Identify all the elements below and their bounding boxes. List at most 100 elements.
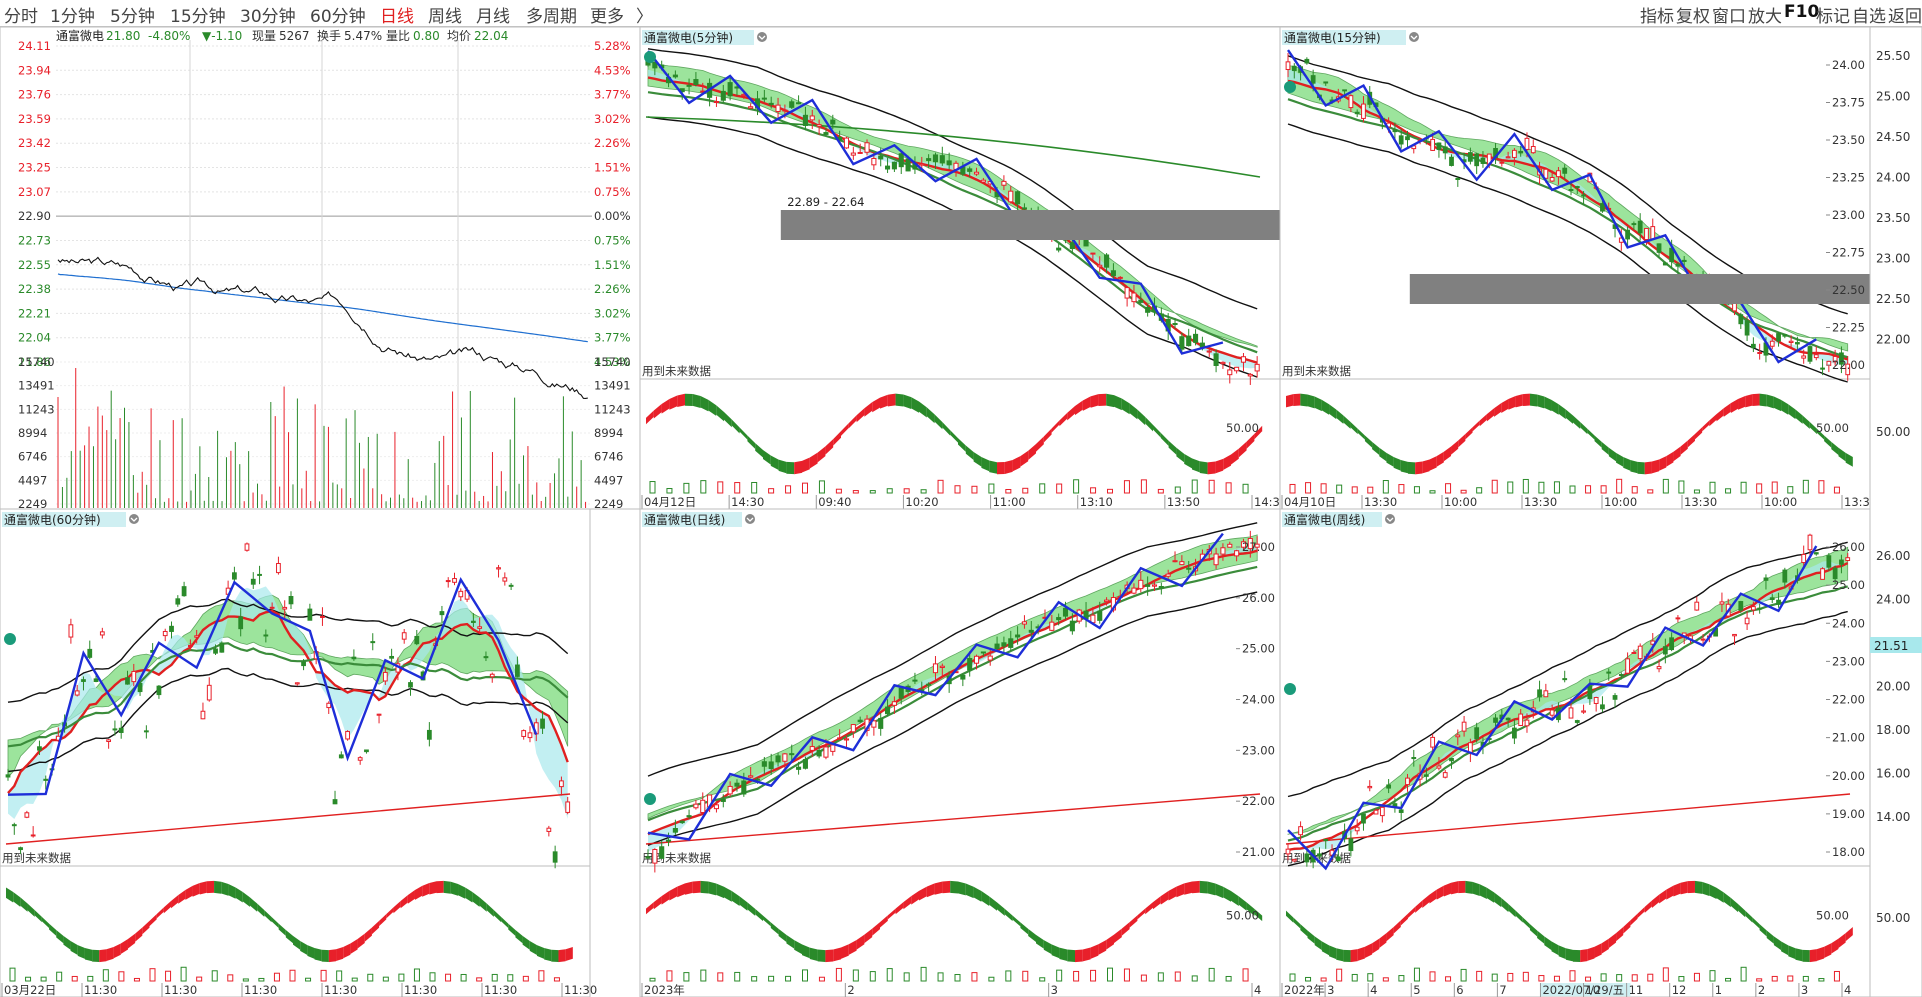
osc-ribbon-seg [1254,425,1263,440]
osc-bar [1413,967,1420,982]
y-tick: 23.25 [1832,171,1865,185]
osc-ribbon-seg [1788,404,1796,420]
candle-body [1845,363,1851,376]
toolbar-back-button[interactable]: 返回 [1888,7,1922,27]
osc-ribbon-seg [833,947,841,962]
period-tab-9[interactable]: 多周期 [526,7,577,27]
osc-bar [227,974,234,982]
intraday-change-pct: -4.80% [148,29,190,43]
candle-body [1662,262,1668,266]
osc-bar [1553,481,1560,494]
candle-body [679,820,685,824]
candle-body [1131,292,1137,303]
osc-bar [818,976,825,982]
candle-body [1562,167,1568,174]
chevron-down-icon[interactable] [129,514,139,524]
period-tab-5[interactable]: 60分钟 [310,7,366,27]
osc-ribbon-seg [856,934,865,950]
candle-body [106,739,112,742]
candle-body [1028,629,1034,633]
toolbar-zoom-button[interactable]: 放大 [1748,7,1782,27]
osc-bar [937,479,944,494]
turnover-label: 换手 [317,29,341,43]
candle-body [837,737,843,740]
toolbar-adjust-button[interactable]: 复权 [1676,7,1710,27]
period-tab-1[interactable]: 1分钟 [50,7,95,27]
period-tab-0[interactable]: 分时 [4,7,38,27]
title-highlight [1282,30,1406,45]
chevron-down-icon[interactable] [745,514,755,524]
toolbar-mark-button[interactable]: 标记 [1816,7,1850,27]
osc-ribbon-seg [1486,887,1495,903]
period-tab-8[interactable]: 月线 [476,7,510,27]
y-tick: 18.00 [1832,845,1865,859]
period-tab-4[interactable]: 30分钟 [240,7,296,27]
toolbar-window-button[interactable]: 窗口 [1712,7,1746,27]
candle-body [960,674,966,680]
x-tick: 3 [1051,983,1058,997]
right-axis-column: 25.50 25.00 24.50 24.00 23.50 23.00 22.50 22.00… [1869,26,1922,997]
more-caret-icon[interactable]: 〉 [636,7,653,27]
price-tick: 24.11 [18,39,51,53]
osc-ribbon-seg [436,880,444,894]
toolbar-indicator-button[interactable]: 指标 [1640,7,1674,27]
future-data-note: 用到未来数据 [1282,364,1351,378]
osc-bar [1538,481,1545,494]
osc-bar [1709,970,1716,982]
osc-bar [1538,975,1545,982]
osc-ribbon-seg [989,460,997,474]
osc-ribbon-seg [63,935,71,950]
osc-ribbon-seg [1043,428,1052,443]
osc-ribbon-seg [1608,447,1617,462]
candle-body [652,61,658,69]
toolbar-f10-button[interactable]: F10 [1784,2,1820,22]
osc-bar [1693,489,1700,494]
osc-ribbon-seg [700,396,709,412]
candle-body [1801,553,1807,564]
avg-label: 均价 [447,29,471,43]
osc-ribbon-seg [1709,884,1717,899]
osc-ribbon-seg [1106,934,1114,950]
toolbar-watchlist-button[interactable]: 自选 [1852,7,1886,27]
osc-ribbon-seg [1059,947,1068,961]
osc-ribbon-seg [1012,456,1021,472]
candle-body [43,778,49,781]
candle-body [1750,606,1756,611]
period-tab-2[interactable]: 5分钟 [110,7,155,27]
osc-ribbon-seg [1723,892,1731,908]
osc-bar [1833,970,1840,982]
period-tab-7[interactable]: 周线 [428,7,462,27]
osc-ribbon-seg [825,439,834,455]
osc-bar [460,973,467,982]
period-tab-6[interactable]: 日线 [380,7,414,27]
x-tick: 09:40 [818,495,851,509]
vol-tick: 2249 [18,497,47,511]
candle-body [1240,541,1247,548]
osc-ribbon-seg [669,886,678,901]
osc-ribbon-seg [1036,436,1044,452]
osc-ribbon-seg [1508,395,1516,410]
osc-ribbon-seg [1215,883,1224,899]
y-tick: 22.75 [1832,246,1865,260]
osc-ribbon-seg [1121,398,1130,415]
osc-bar [1107,967,1113,982]
chevron-down-icon[interactable] [1385,514,1395,524]
x-tick: 2022年 [1284,983,1325,997]
osc-bar [538,970,545,982]
chevron-down-icon[interactable] [757,32,767,42]
cyan-band [8,586,568,819]
candle-body [1549,177,1555,182]
wave-line [1287,545,1818,871]
chevron-down-icon[interactable] [1409,32,1419,42]
osc-ribbon-seg [70,940,78,955]
x-tick: 5 [1413,983,1420,997]
vol-tick-right: 4497 [594,473,623,487]
candle-body [1757,607,1763,610]
osc-bar [683,972,690,982]
candle-body [1179,336,1185,350]
period-tab-10[interactable]: 更多 [590,7,624,27]
osc-bar [507,974,514,982]
period-tab-3[interactable]: 15分钟 [170,7,226,27]
osc-ribbon-seg [1329,404,1337,420]
osc-ribbon-seg [685,881,693,895]
